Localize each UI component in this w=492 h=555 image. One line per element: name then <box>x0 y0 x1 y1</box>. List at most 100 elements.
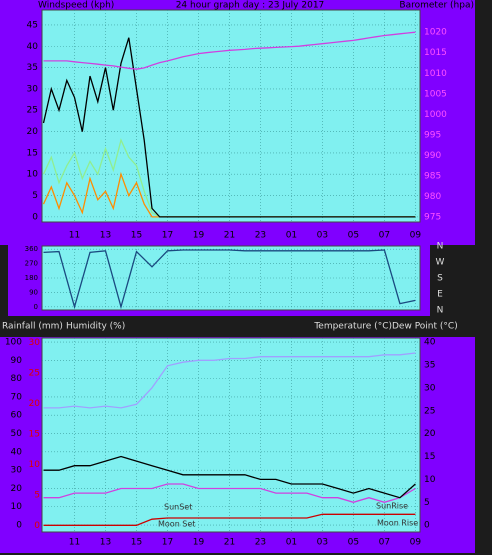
y-tick-label: 90 <box>29 288 38 296</box>
y-tick-label: 30 <box>27 84 39 94</box>
x-tick-label: 05 <box>348 538 359 548</box>
y2-tick-label: 0 <box>424 521 430 531</box>
y3-tick-label: 20 <box>29 399 41 409</box>
y2-tick-label: 1010 <box>424 69 447 79</box>
y-tick-label: 180 <box>25 274 38 282</box>
plot-area <box>41 9 421 223</box>
series-line <box>43 352 416 409</box>
y-tick-label: 10 <box>27 170 39 180</box>
y-tick-label: 15 <box>27 148 38 158</box>
x-tick-label: 07 <box>379 231 390 241</box>
y3-tick-label: 10 <box>29 460 41 470</box>
y-tick-label: 50 <box>11 429 23 439</box>
y-tick-label: 0 <box>34 303 38 311</box>
y-tick-label: 45 <box>27 20 38 30</box>
plot-area <box>41 337 421 533</box>
y-tick-label: 35 <box>27 63 38 73</box>
y-axis-title: Humidity (%) <box>66 322 125 332</box>
x-tick-label: 05 <box>348 231 359 241</box>
annotation: Moon Rise <box>377 519 418 528</box>
y2-tick-label: 10 <box>424 475 436 485</box>
y-tick-label: 0 <box>16 521 22 531</box>
y-tick-label: 0 <box>32 212 38 222</box>
y2-tick-label: 1015 <box>424 48 447 58</box>
y-tick-label: 20 <box>27 127 39 137</box>
chart-title: 24 hour graph day : 23 July 2017 <box>176 1 325 11</box>
x-tick-label: 17 <box>162 538 173 548</box>
direction-label: N <box>437 306 444 316</box>
y2-axis-title: Dew Point (°C) <box>392 322 458 332</box>
y-tick-label: 40 <box>27 42 39 52</box>
direction-label: W <box>436 258 445 268</box>
annotation: SunRise <box>376 502 408 511</box>
y-tick-label: 5 <box>32 191 38 201</box>
x-tick-label: 19 <box>193 231 205 241</box>
y2-tick-label: 995 <box>424 130 441 140</box>
y2-tick-label: 980 <box>424 192 441 202</box>
y-tick-label: 20 <box>11 484 23 494</box>
y2-tick-label: 5 <box>424 498 430 508</box>
y-tick-label: 30 <box>11 466 23 476</box>
x-tick-label: 03 <box>317 538 328 548</box>
x-tick-label: 01 <box>286 538 297 548</box>
x-tick-label: 15 <box>131 231 142 241</box>
x-tick-label: 11 <box>69 231 80 241</box>
x-tick-label: 07 <box>379 538 390 548</box>
x-tick-label: 19 <box>193 538 205 548</box>
y2-tick-label: 1005 <box>424 89 447 99</box>
y-tick-label: 360 <box>25 245 38 253</box>
y2-tick-label: 20 <box>424 429 436 439</box>
series-line <box>43 249 416 310</box>
direction-label: S <box>437 274 443 284</box>
x-tick-label: 13 <box>100 231 111 241</box>
y2-tick-label: 25 <box>424 406 435 416</box>
direction-label: N <box>437 242 444 252</box>
x-tick-label: 03 <box>317 231 328 241</box>
y3-tick-label: 25 <box>29 368 40 378</box>
y-tick-label: 70 <box>11 392 23 402</box>
y2-tick-label: 1020 <box>424 28 447 38</box>
direction-label: E <box>437 290 443 300</box>
x-tick-label: 09 <box>410 231 422 241</box>
y3-tick-label: 15 <box>29 429 40 439</box>
x-tick-label: 09 <box>410 538 422 548</box>
y-tick-label: 40 <box>11 447 23 457</box>
annotation: Moon Set <box>158 520 195 529</box>
x-tick-label: 13 <box>100 538 111 548</box>
y2-tick-label: 975 <box>424 213 441 223</box>
y-tick-label: 90 <box>11 356 23 366</box>
y-tick-label: 100 <box>5 338 22 348</box>
y-tick-label: 10 <box>11 502 23 512</box>
y-tick-label: 60 <box>11 411 23 421</box>
y-tick-label: 270 <box>25 260 38 268</box>
series-line <box>43 455 416 499</box>
y2-tick-label: 985 <box>424 171 441 181</box>
y2-tick-label: 30 <box>424 383 436 393</box>
y-tick-label: 25 <box>27 106 38 116</box>
x-tick-label: 21 <box>224 231 235 241</box>
y2-tick-label: 1000 <box>424 110 447 120</box>
y-tick-label: 80 <box>11 374 23 384</box>
y3-tick-label: 0 <box>34 521 40 531</box>
series-line <box>43 513 416 526</box>
y2-axis-title: Barometer (hpa) <box>399 1 474 11</box>
x-tick-label: 01 <box>286 231 297 241</box>
x-tick-label: 23 <box>255 231 266 241</box>
annotation: SunSet <box>164 503 192 512</box>
x-tick-label: 11 <box>69 538 80 548</box>
y-axis-title: Rainfall (mm) <box>2 322 63 332</box>
series-line <box>43 483 416 503</box>
y2-tick-label: 15 <box>424 452 435 462</box>
series-line <box>43 31 416 70</box>
y2-tick-label: 40 <box>424 338 436 348</box>
x-tick-label: 17 <box>162 231 173 241</box>
y-axis-title: Windspeed (kph) <box>38 1 114 11</box>
y2-axis-title: Temperature (°C) <box>313 322 392 332</box>
x-tick-label: 23 <box>255 538 266 548</box>
y2-tick-label: 35 <box>424 360 435 370</box>
y2-tick-label: 990 <box>424 151 441 161</box>
series-line <box>42 37 416 218</box>
y3-tick-label: 30 <box>29 338 41 348</box>
